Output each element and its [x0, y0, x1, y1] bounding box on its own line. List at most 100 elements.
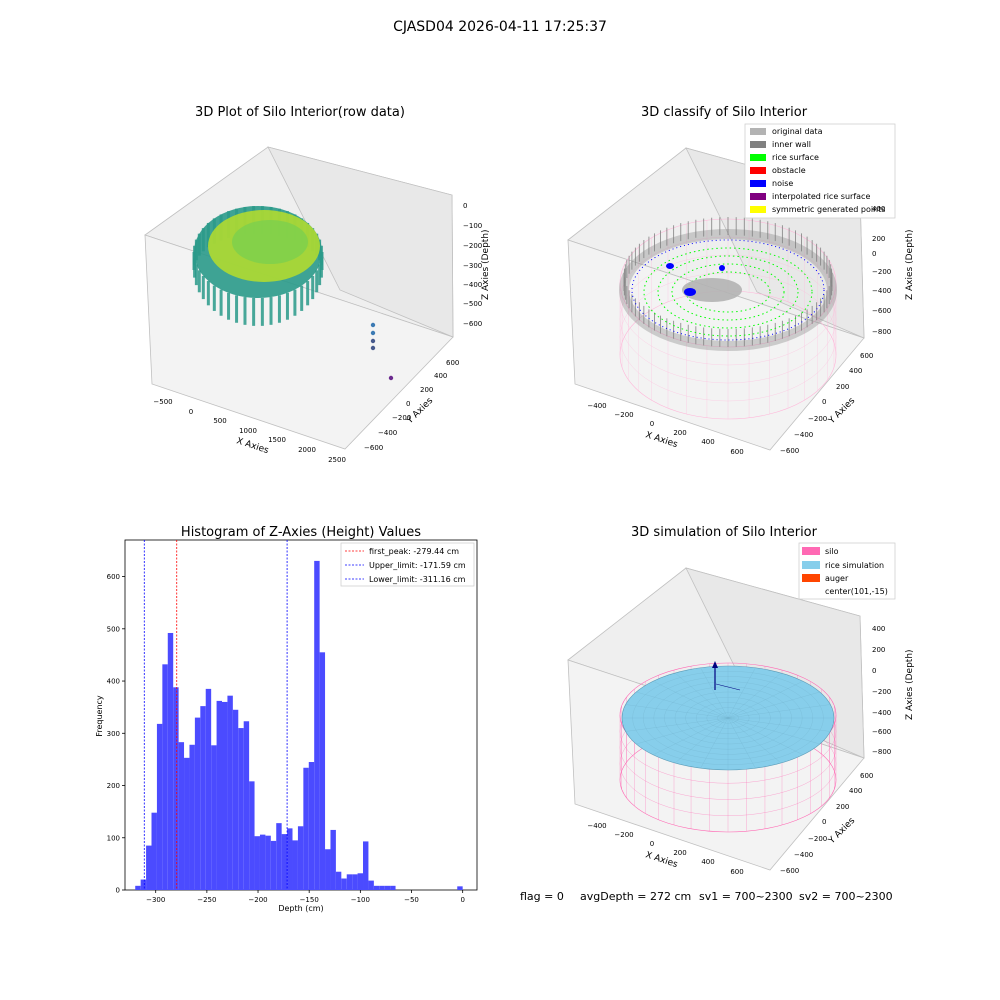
sv2-text: sv2 = 700~2300	[799, 890, 893, 903]
legend-label: original data	[772, 127, 823, 136]
classify-3d-title: 3D classify of Silo Interior	[641, 105, 808, 120]
histogram-bar	[346, 874, 353, 890]
raw-z-tick: −500	[463, 300, 482, 308]
classify-y-tick: −200	[808, 415, 827, 423]
histogram-bar	[162, 664, 168, 890]
histogram-x-label: Depth (cm)	[278, 904, 323, 913]
raw-y-tick: 0	[406, 400, 410, 408]
raw-y-tick: 400	[434, 372, 447, 380]
legend-label: noise	[772, 179, 793, 188]
classify-z-tick: −600	[872, 307, 891, 315]
simulation-x-tick: −400	[587, 822, 606, 830]
simulation-x-tick: 0	[650, 840, 654, 848]
legend-label: rice simulation	[825, 561, 884, 570]
histogram-bar	[211, 745, 217, 890]
histogram-bar	[200, 706, 206, 890]
classify-z-label: Z Axies (Depth)	[905, 229, 915, 300]
simulation-legend: silo rice simulation auger center(101,-1…	[798, 542, 896, 600]
histogram-bar	[287, 828, 293, 890]
legend-swatch-interpolated	[750, 193, 766, 200]
raw-x-tick: 500	[213, 417, 226, 425]
simulation-y-tick: −600	[780, 867, 799, 875]
auger-marker	[712, 661, 741, 691]
histogram-bar	[357, 873, 364, 890]
raw-y-tick: −400	[378, 429, 397, 437]
histogram-reference-lines	[143, 540, 288, 890]
flag-text: flag = 0	[520, 890, 564, 903]
raw-x-tick: −500	[153, 398, 172, 406]
raw-x-tick: 0	[189, 408, 193, 416]
raw-x-tick: 2000	[298, 446, 316, 454]
classify-x-tick: 400	[701, 438, 714, 446]
raw-z-tick: −600	[463, 320, 482, 328]
simulation-y-tick: −200	[808, 835, 827, 843]
raw-z-tick: −300	[463, 262, 482, 270]
legend-label: symmetric generated points	[772, 205, 885, 214]
raw-y-tick: −600	[364, 444, 383, 452]
legend-swatch-auger	[802, 574, 820, 582]
histogram-bar	[151, 812, 157, 890]
histogram-y-tick: 500	[107, 625, 120, 633]
histogram-bar	[140, 879, 147, 890]
classify-y-label: Y Axies	[826, 396, 857, 427]
panel-histogram: Histogram of Z-Axies (Height) Values −30…	[95, 525, 478, 913]
histogram-bar	[281, 834, 288, 890]
histogram-bar	[330, 829, 336, 890]
raw-x-label: X Axies	[235, 436, 270, 456]
histogram-bar	[303, 767, 309, 890]
legend-label: silo	[825, 547, 839, 556]
histogram-bar	[384, 885, 391, 890]
histogram-x-tick: −100	[351, 896, 370, 904]
simulation-z-tick: −200	[872, 688, 891, 696]
histogram-bar	[243, 721, 250, 890]
legend-swatch-rice-surface	[750, 154, 766, 161]
histogram-bar	[259, 834, 266, 890]
classify-y-tick: 400	[849, 367, 862, 375]
sv1-text: sv1 = 700~2300	[699, 890, 793, 903]
histogram-bar	[297, 826, 304, 890]
histogram-bar	[146, 845, 152, 890]
simulation-z-tick: −600	[872, 728, 891, 736]
histogram-bar	[173, 687, 179, 890]
legend-label: auger	[825, 574, 849, 583]
histogram-bar	[238, 728, 244, 890]
classify-x-tick: −200	[614, 411, 633, 419]
legend-swatch-noise	[750, 180, 766, 187]
raw-z-tick: −400	[463, 281, 482, 289]
simulation-y-tick: −400	[794, 851, 813, 859]
legend-swatch-silo	[802, 547, 820, 555]
simulation-x-tick: 600	[730, 868, 743, 876]
histogram-x-tick: −50	[404, 896, 419, 904]
legend-label: first_peak: -279.44 cm	[369, 547, 459, 556]
histogram-y-tick: 200	[107, 782, 120, 790]
legend-swatch-rice-simulation	[802, 561, 820, 569]
simulation-x-tick: −200	[614, 831, 633, 839]
histogram-bar	[341, 878, 347, 890]
raw-z-label: Z Axies (Depth)	[481, 229, 491, 300]
histogram-bar	[368, 880, 374, 890]
status-line: flag = 0 avgDepth = 272 cm sv1 = 700~230…	[520, 890, 893, 903]
rice-simulation-surface	[621, 665, 835, 771]
histogram-bar	[276, 823, 282, 890]
histogram-bar	[184, 757, 190, 890]
simulation-z-tick: 400	[872, 625, 885, 633]
raw-y-tick: −200	[392, 414, 411, 422]
simulation-z-tick: −400	[872, 709, 891, 717]
raw-x-tick: 2500	[328, 456, 346, 464]
classify-x-tick: 600	[730, 448, 743, 456]
classify-x-tick: 200	[673, 429, 686, 437]
raw-z-tick: −100	[463, 222, 482, 230]
histogram-bar	[390, 885, 396, 890]
classify-y-tick: 600	[860, 352, 873, 360]
simulation-z-label: Z Axies (Depth)	[905, 649, 915, 720]
raw-x-tick: 1500	[268, 436, 286, 444]
histogram-y-tick: 600	[107, 573, 120, 581]
histogram-bar	[178, 742, 185, 890]
simulation-y-tick: 600	[860, 772, 873, 780]
raw-y-tick: 200	[420, 386, 433, 394]
histogram-legend: first_peak: -279.44 cm Upper_limit: -171…	[340, 542, 475, 587]
classify-y-tick: 200	[836, 383, 849, 391]
simulation-y-tick: 400	[849, 787, 862, 795]
classify-z-tick: −200	[872, 268, 891, 276]
